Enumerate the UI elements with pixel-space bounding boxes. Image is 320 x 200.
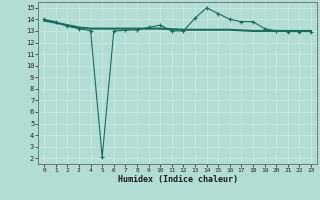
X-axis label: Humidex (Indice chaleur): Humidex (Indice chaleur) [118, 175, 238, 184]
